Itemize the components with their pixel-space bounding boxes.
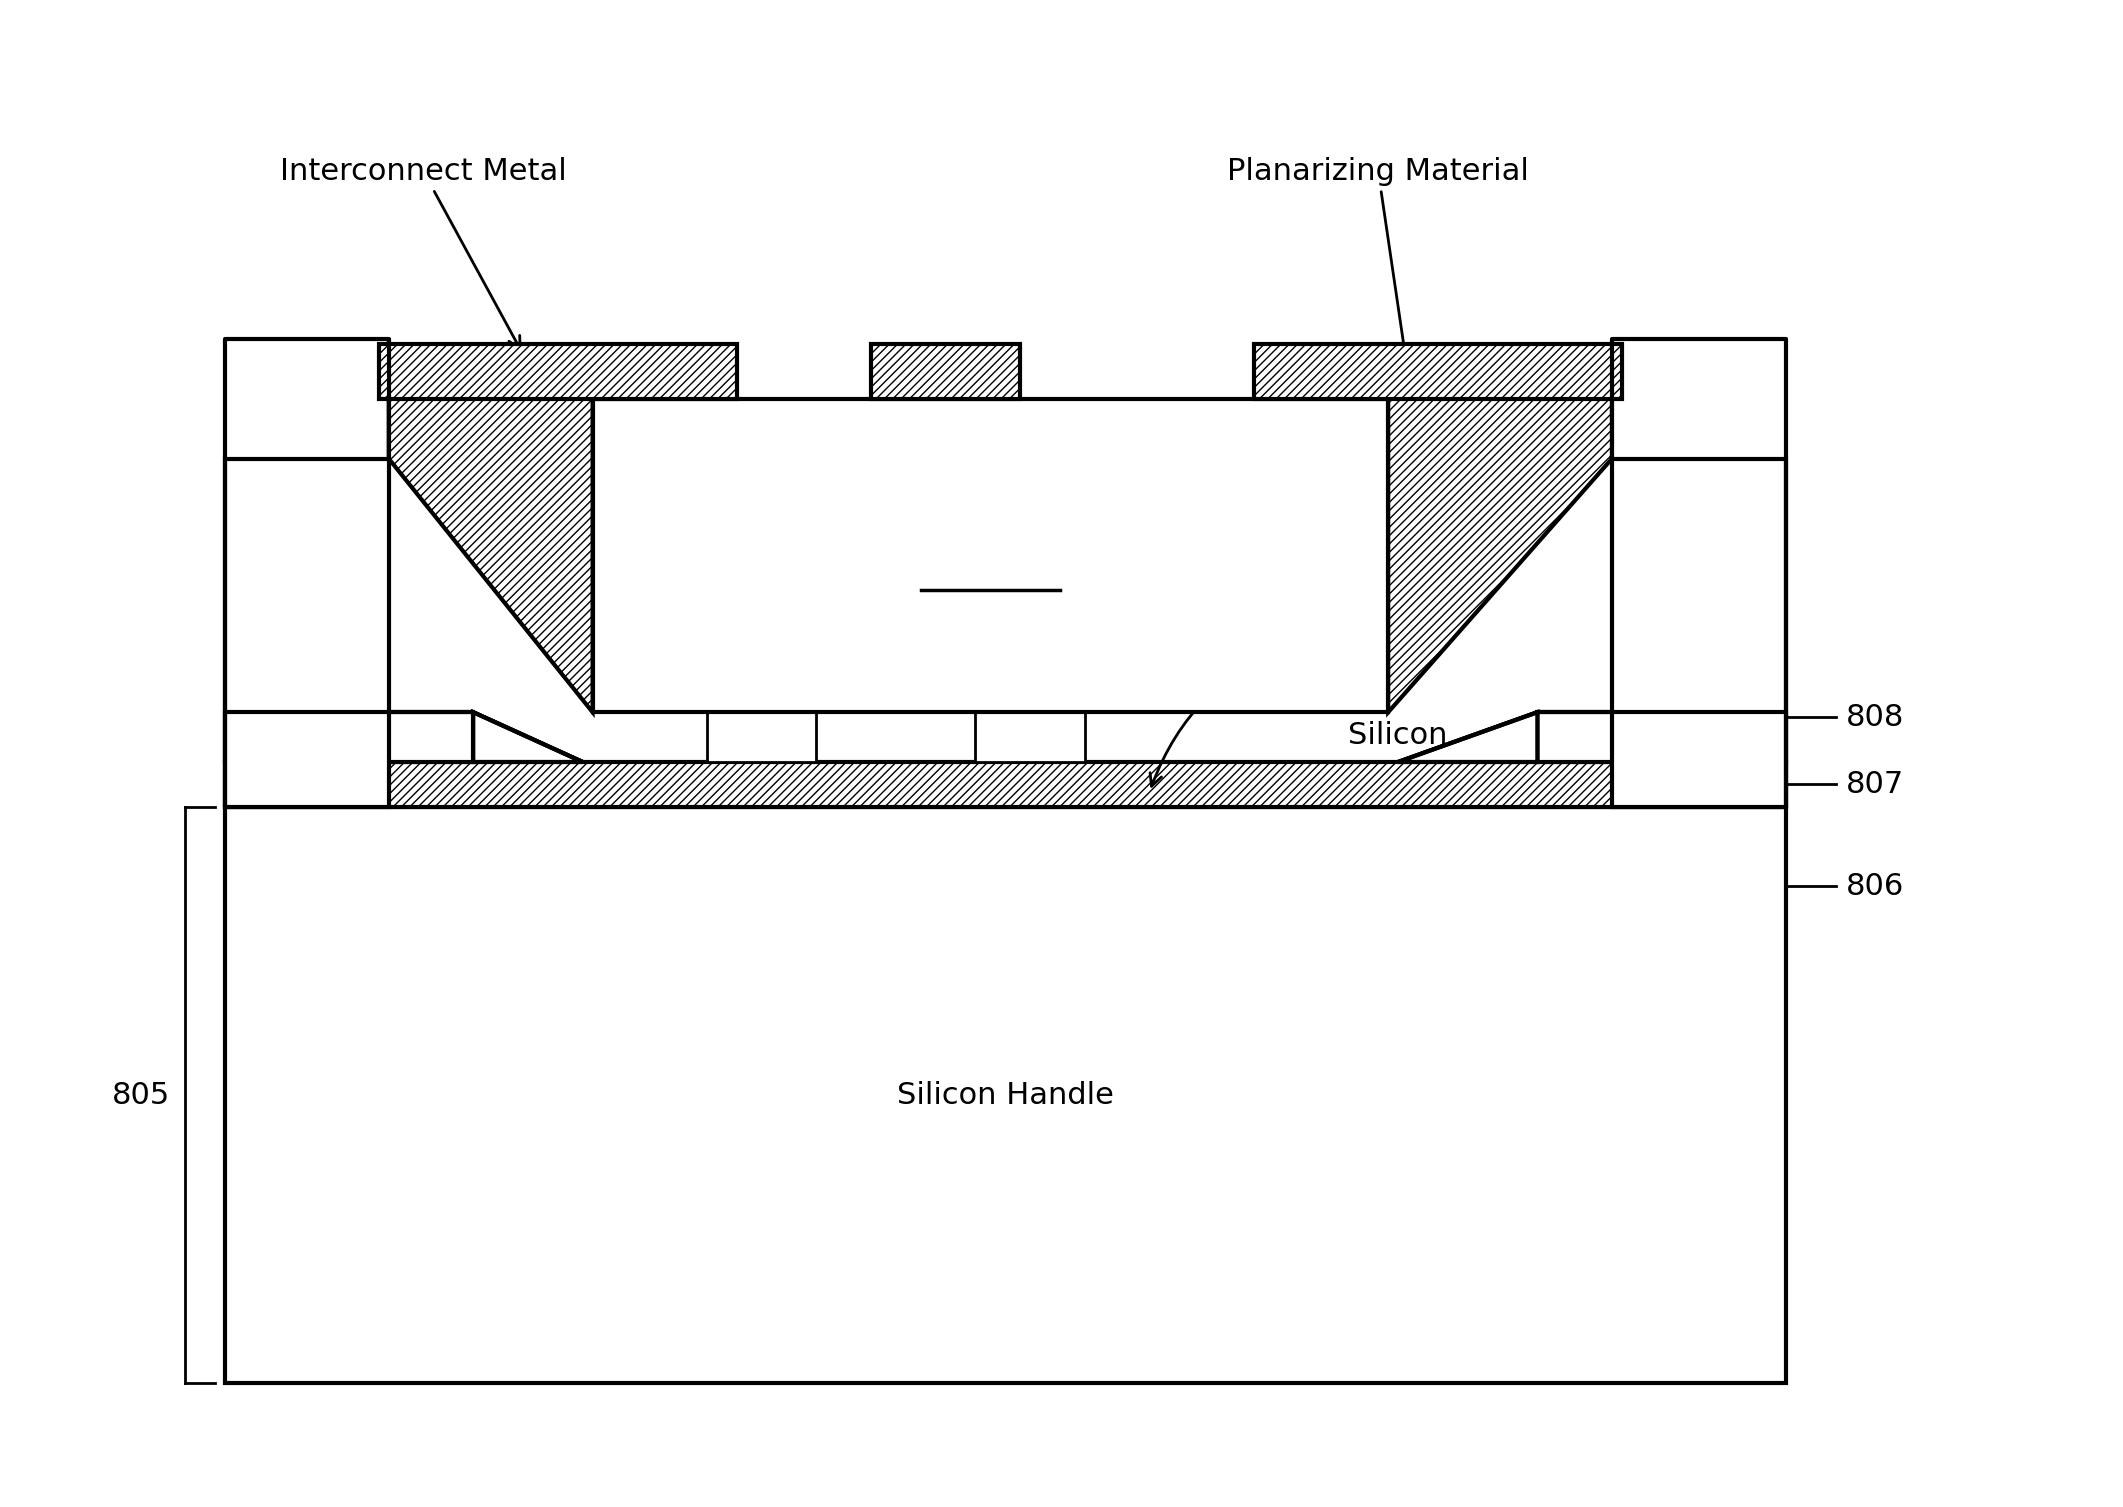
Text: 808: 808 [1845, 702, 1904, 732]
Bar [1537, 713, 1785, 763]
Bar [870, 344, 1021, 399]
Text: Bond 1: Bond 1 [499, 565, 732, 734]
Polygon shape [389, 344, 592, 713]
Text: 807: 807 [1845, 770, 1904, 799]
Polygon shape [473, 713, 582, 763]
Text: 810: 810 [955, 538, 1025, 573]
Polygon shape [1399, 713, 1537, 763]
Text: Silicon: Silicon [1348, 720, 1448, 749]
Polygon shape [1399, 713, 1537, 763]
Bar [1255, 344, 1622, 399]
Polygon shape [473, 713, 582, 763]
Bar [592, 399, 1388, 713]
Text: Oxide: Oxide [1151, 619, 1386, 787]
Text: Planarizing Material: Planarizing Material [1227, 157, 1529, 368]
Bar [225, 806, 1785, 1383]
Bar [225, 763, 1785, 806]
Bar [707, 713, 817, 763]
Text: 806: 806 [1845, 871, 1904, 901]
Text: Interconnect Metal: Interconnect Metal [280, 157, 567, 350]
Bar [1611, 458, 1785, 806]
Text: Silicon Handle: Silicon Handle [896, 1081, 1115, 1109]
Polygon shape [1388, 344, 1611, 713]
Bar [225, 458, 389, 806]
Bar [378, 344, 737, 399]
Bar [974, 713, 1085, 763]
Bar [225, 713, 473, 763]
Text: Bond 2: Bond 2 [847, 565, 1002, 732]
Text: 805: 805 [113, 1081, 170, 1109]
